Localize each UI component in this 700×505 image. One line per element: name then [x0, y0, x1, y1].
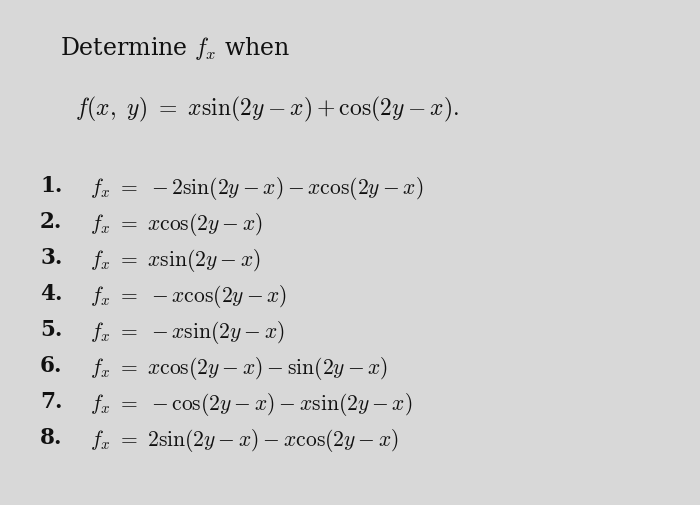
Text: $f_x\ =\ x\cos(2y-x)$: $f_x\ =\ x\cos(2y-x)$	[90, 211, 263, 238]
Text: 6.: 6.	[40, 355, 62, 377]
Text: $f_x\ =\ -2\sin(2y-x)-x\cos(2y-x)$: $f_x\ =\ -2\sin(2y-x)-x\cos(2y-x)$	[90, 175, 424, 202]
Text: 4.: 4.	[40, 283, 62, 305]
Text: $f_x\ =\ -\cos(2y-x)-x\sin(2y-x)$: $f_x\ =\ -\cos(2y-x)-x\sin(2y-x)$	[90, 391, 412, 418]
Text: $f(x,\ y)\ =\ x\sin(2y-x)+\cos(2y-x).$: $f(x,\ y)\ =\ x\sin(2y-x)+\cos(2y-x).$	[75, 95, 459, 124]
Text: Determine $f_x$ when: Determine $f_x$ when	[60, 35, 290, 62]
Text: 1.: 1.	[40, 175, 62, 197]
Text: $f_x\ =\ x\cos(2y-x)-\sin(2y-x)$: $f_x\ =\ x\cos(2y-x)-\sin(2y-x)$	[90, 355, 389, 382]
Text: 3.: 3.	[40, 247, 62, 269]
Text: 5.: 5.	[40, 319, 62, 341]
Text: 2.: 2.	[40, 211, 62, 233]
Text: 7.: 7.	[40, 391, 62, 413]
Text: $f_x\ =\ -x\cos(2y-x)$: $f_x\ =\ -x\cos(2y-x)$	[90, 283, 287, 310]
Text: $f_x\ =\ 2\sin(2y-x)-x\cos(2y-x)$: $f_x\ =\ 2\sin(2y-x)-x\cos(2y-x)$	[90, 427, 399, 454]
Text: $f_x\ =\ x\sin(2y-x)$: $f_x\ =\ x\sin(2y-x)$	[90, 247, 260, 274]
Text: $f_x\ =\ -x\sin(2y-x)$: $f_x\ =\ -x\sin(2y-x)$	[90, 319, 285, 346]
Text: 8.: 8.	[40, 427, 62, 449]
